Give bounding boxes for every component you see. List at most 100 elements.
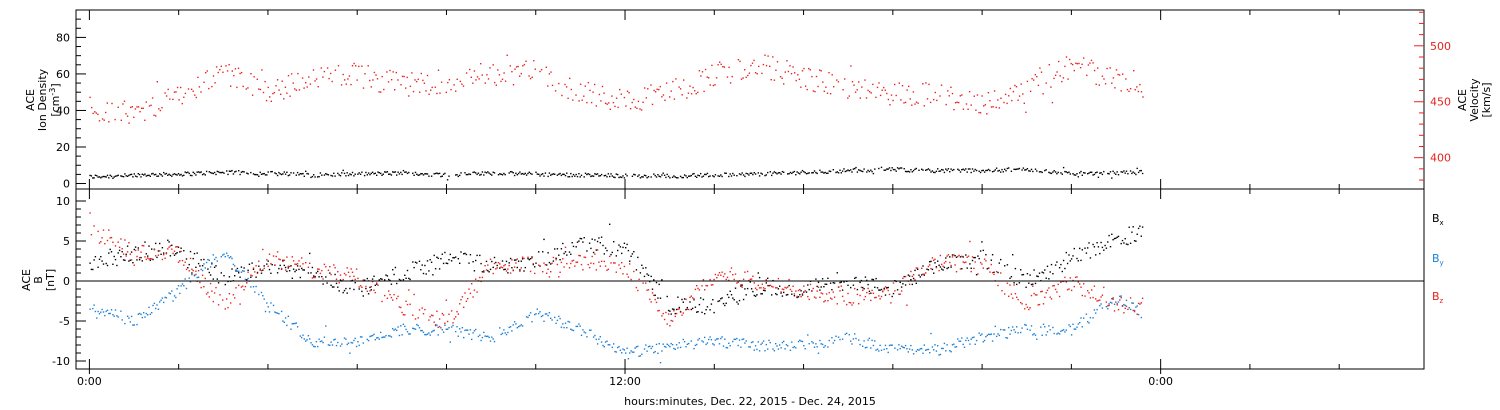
data-point <box>480 173 482 176</box>
data-point <box>1103 78 1105 80</box>
data-point <box>694 306 697 308</box>
data-point <box>607 173 609 175</box>
data-point <box>705 284 707 287</box>
data-point <box>785 344 788 346</box>
data-point <box>1021 303 1023 305</box>
data-point <box>749 281 751 283</box>
data-point <box>263 265 265 267</box>
data-point <box>591 175 593 177</box>
data-point <box>1109 246 1112 248</box>
data-point <box>430 89 432 91</box>
data-point <box>295 89 297 91</box>
data-point <box>362 279 364 281</box>
data-point <box>1131 231 1133 233</box>
data-point <box>1050 172 1053 175</box>
data-point <box>205 170 208 173</box>
data-point <box>204 174 206 176</box>
data-point <box>327 344 330 346</box>
data-point <box>143 174 145 176</box>
data-point <box>117 316 119 318</box>
data-point <box>645 267 647 269</box>
data-point <box>108 252 110 254</box>
data-point <box>504 332 506 334</box>
data-point <box>631 351 634 353</box>
data-point <box>97 176 99 178</box>
data-point <box>430 314 433 316</box>
data-point <box>521 172 524 175</box>
data-point <box>1095 298 1097 300</box>
data-point <box>346 267 348 269</box>
data-point <box>479 254 481 257</box>
data-point <box>212 300 214 303</box>
data-point <box>927 168 930 170</box>
data-point <box>712 343 714 345</box>
data-point <box>1131 302 1133 304</box>
legend-bx: Bx <box>1432 212 1444 227</box>
data-point <box>685 346 687 348</box>
data-point <box>808 288 810 291</box>
data-point <box>149 259 151 261</box>
data-point <box>1135 240 1137 242</box>
data-point <box>986 169 988 172</box>
data-point <box>646 350 648 352</box>
data-point <box>367 339 370 342</box>
data-point <box>493 262 496 265</box>
data-point <box>472 82 474 84</box>
data-point <box>841 295 844 298</box>
data-point <box>720 274 722 276</box>
data-point <box>705 343 707 346</box>
data-point <box>125 255 127 257</box>
data-point <box>935 350 938 352</box>
data-point <box>839 290 841 292</box>
data-point <box>508 172 510 174</box>
data-point <box>465 173 468 176</box>
data-point <box>473 270 476 272</box>
data-point <box>914 279 916 281</box>
data-point <box>424 264 426 267</box>
data-point <box>713 278 715 281</box>
data-point <box>704 313 706 315</box>
data-point <box>339 274 342 276</box>
data-point <box>377 284 379 286</box>
data-point <box>1099 304 1101 307</box>
data-point <box>900 286 903 288</box>
data-point <box>756 289 758 291</box>
data-point <box>626 175 628 177</box>
data-point <box>567 320 569 323</box>
data-point <box>848 95 850 97</box>
data-point <box>686 306 688 309</box>
data-point <box>309 252 311 255</box>
data-point <box>669 325 671 327</box>
data-point <box>1129 308 1132 311</box>
data-point <box>717 175 719 177</box>
data-point <box>519 270 521 272</box>
data-point <box>864 276 867 278</box>
data-point <box>307 266 310 268</box>
data-point <box>219 171 221 174</box>
data-point <box>666 295 668 298</box>
data-point <box>596 173 599 175</box>
data-point <box>910 270 912 273</box>
data-point <box>496 267 498 269</box>
data-point <box>1004 329 1006 331</box>
data-point <box>1115 173 1117 175</box>
data-point <box>355 345 358 348</box>
data-point <box>822 81 824 83</box>
data-point <box>1128 226 1130 228</box>
data-point <box>334 338 336 340</box>
data-point <box>800 340 802 342</box>
data-point <box>255 276 257 278</box>
data-point <box>251 262 253 264</box>
data-point <box>191 273 193 276</box>
data-point <box>575 325 577 328</box>
data-point <box>737 303 739 305</box>
data-point <box>160 299 162 301</box>
data-point <box>618 176 620 179</box>
data-point <box>295 269 297 271</box>
data-point <box>939 254 942 257</box>
data-point <box>168 292 170 294</box>
data-point <box>500 333 502 336</box>
data-point <box>547 268 549 270</box>
data-point <box>401 173 403 176</box>
